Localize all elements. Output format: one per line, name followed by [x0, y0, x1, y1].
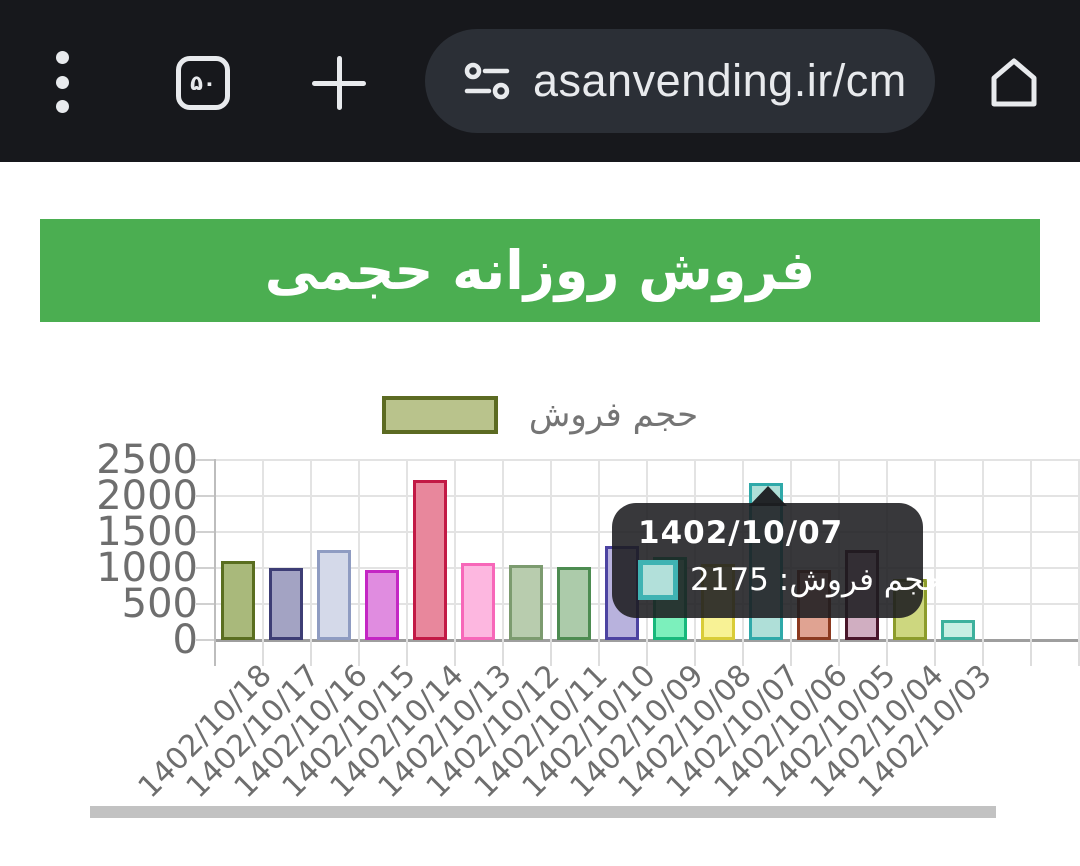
bar[interactable]	[509, 565, 543, 640]
y-tick-label: 0	[172, 617, 198, 663]
legend-swatch	[381, 396, 498, 434]
y-axis-line	[214, 459, 216, 666]
x-axis-tick	[886, 640, 888, 666]
bar[interactable]	[365, 570, 399, 640]
gridline	[262, 459, 264, 640]
y-axis-tick	[196, 639, 214, 641]
x-axis-tick	[1030, 640, 1032, 666]
gridline	[310, 459, 312, 640]
home-icon[interactable]	[986, 54, 1042, 110]
bar[interactable]	[557, 567, 591, 640]
gridline	[934, 459, 936, 640]
x-axis-tick	[598, 640, 600, 666]
gridline	[982, 459, 984, 640]
x-axis-tick	[358, 640, 360, 666]
chart-tooltip: 1402/10/07 حجم فروش: 2175	[612, 503, 944, 618]
horizontal-scrollbar-thumb[interactable]	[90, 806, 996, 818]
gridline	[454, 459, 456, 640]
new-tab-button[interactable]	[312, 56, 366, 110]
gridline	[1078, 459, 1080, 640]
bar[interactable]	[941, 620, 975, 640]
tooltip-caret	[749, 486, 787, 506]
x-axis-tick	[502, 640, 504, 666]
url-text: asanvending.ir/cm	[533, 55, 907, 106]
x-axis-tick	[406, 640, 408, 666]
x-axis-tick	[646, 640, 648, 666]
y-tick-label: 2000	[96, 473, 198, 519]
y-tick-label: 1500	[96, 509, 198, 555]
x-axis-tick	[934, 640, 936, 666]
x-axis-tick	[694, 640, 696, 666]
gridline	[1030, 459, 1032, 640]
tab-switcher-button[interactable]: ۵۰	[176, 56, 230, 110]
y-axis-tick	[196, 495, 214, 497]
x-axis-tick	[454, 640, 456, 666]
tooltip-value: حجم فروش: 2175	[690, 562, 944, 598]
x-axis-tick	[550, 640, 552, 666]
bar[interactable]	[317, 550, 351, 640]
chart-legend[interactable]: حجم فروش	[0, 392, 1080, 438]
url-bar[interactable]: asanvending.ir/cm	[425, 29, 935, 133]
overflow-menu-icon[interactable]	[56, 51, 70, 113]
x-axis-tick	[310, 640, 312, 666]
tooltip-title: 1402/10/07	[638, 515, 844, 551]
tab-count: ۵۰	[190, 70, 216, 95]
tooltip-swatch	[638, 560, 678, 600]
y-tick-label: 1000	[96, 545, 198, 591]
bar[interactable]	[461, 563, 495, 640]
page-title: فروش روزانه حجمی	[264, 239, 816, 302]
x-axis-tick	[262, 640, 264, 666]
legend-label: حجم فروش	[528, 395, 699, 435]
x-axis-tick	[982, 640, 984, 666]
browser-toolbar: ۵۰ asanvending.ir/cm	[0, 0, 1080, 162]
x-axis-tick	[1078, 640, 1080, 666]
bar[interactable]	[269, 568, 303, 640]
tune-icon[interactable]	[463, 57, 511, 105]
bar[interactable]	[413, 480, 447, 640]
bar[interactable]	[221, 561, 255, 640]
y-tick-label: 500	[121, 581, 198, 627]
x-axis-tick	[742, 640, 744, 666]
y-tick-label: 2500	[96, 437, 198, 483]
gridline	[598, 459, 600, 640]
y-axis-tick	[196, 603, 214, 605]
gridline	[550, 459, 552, 640]
page-title-banner: فروش روزانه حجمی	[40, 219, 1040, 322]
y-axis-tick	[196, 567, 214, 569]
gridline	[502, 459, 504, 640]
x-axis-tick	[838, 640, 840, 666]
x-axis-tick	[790, 640, 792, 666]
y-axis-tick	[196, 459, 214, 461]
y-axis-tick	[196, 531, 214, 533]
gridline	[406, 459, 408, 640]
gridline	[358, 459, 360, 640]
